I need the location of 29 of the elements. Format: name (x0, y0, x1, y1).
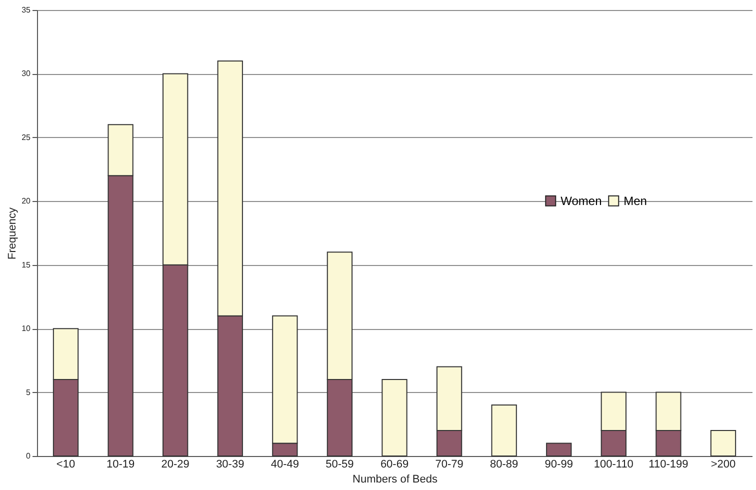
x-tick-label: 20-29 (161, 458, 190, 470)
x-tick-label: 50-59 (326, 458, 354, 470)
y-tick-label: 15 (22, 260, 32, 270)
y-tick-label: 25 (22, 132, 32, 142)
bar (710, 430, 736, 456)
legend-label: Women (560, 194, 602, 208)
x-tick-label: 30-39 (216, 458, 244, 470)
y-tick-label: 0 (26, 452, 32, 460)
y-axis-title: Frequency (6, 207, 19, 260)
x-tick-label: 70-79 (435, 458, 464, 470)
legend-label: Men (624, 194, 647, 208)
y-tick-label: 20 (22, 196, 32, 206)
y-tick-label: 5 (26, 388, 32, 397)
x-tick-label: 40-49 (270, 458, 299, 470)
x-tick-label: 10-19 (106, 458, 135, 470)
bar (382, 379, 408, 456)
x-tick-label: <10 (56, 458, 76, 470)
y-tick-label: 30 (22, 69, 32, 78)
bar (491, 404, 517, 456)
bar (546, 442, 572, 456)
x-axis-title: Numbers of Beds (352, 474, 438, 486)
x-tick-label: >200 (710, 458, 736, 470)
x-tick-label: 90-99 (544, 458, 573, 470)
x-tick-label: 80-89 (490, 458, 518, 470)
y-tick-label: 10 (22, 324, 32, 334)
x-tick-label: 60-69 (380, 458, 409, 470)
x-tick-label: 110-199 (648, 458, 688, 470)
x-tick-label: 100-110 (594, 458, 634, 470)
y-tick-label: 35 (22, 6, 32, 14)
